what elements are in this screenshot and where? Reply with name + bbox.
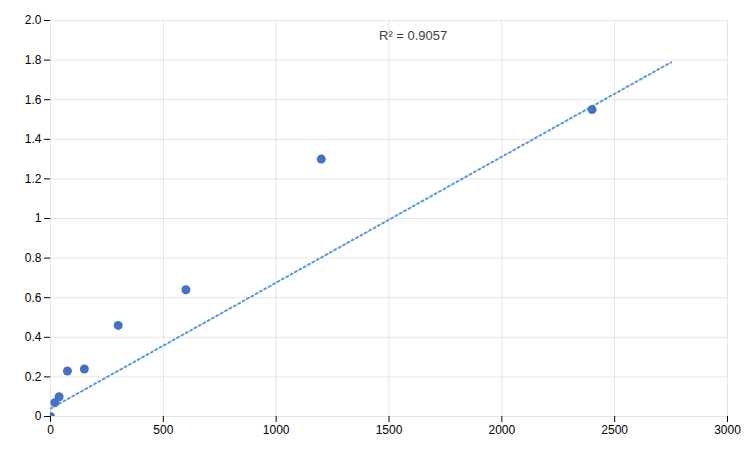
svg-text:500: 500 [153,423,173,437]
svg-text:0.8: 0.8 [25,251,42,265]
svg-text:1000: 1000 [263,423,290,437]
svg-text:0.6: 0.6 [25,291,42,305]
svg-text:0.4: 0.4 [25,330,42,344]
svg-text:2500: 2500 [601,423,628,437]
svg-text:2.0: 2.0 [25,13,42,27]
svg-text:1: 1 [35,211,42,225]
svg-text:0: 0 [35,409,42,423]
svg-text:1500: 1500 [376,423,403,437]
svg-text:0: 0 [47,423,54,437]
svg-text:1.2: 1.2 [25,172,42,186]
svg-text:2000: 2000 [488,423,515,437]
svg-text:1.6: 1.6 [25,93,42,107]
svg-text:3000: 3000 [714,423,741,437]
svg-text:1.8: 1.8 [25,53,42,67]
svg-text:0.2: 0.2 [25,370,42,384]
svg-text:1.4: 1.4 [25,132,42,146]
svg-text:R² = 0.9057: R² = 0.9057 [379,28,447,43]
